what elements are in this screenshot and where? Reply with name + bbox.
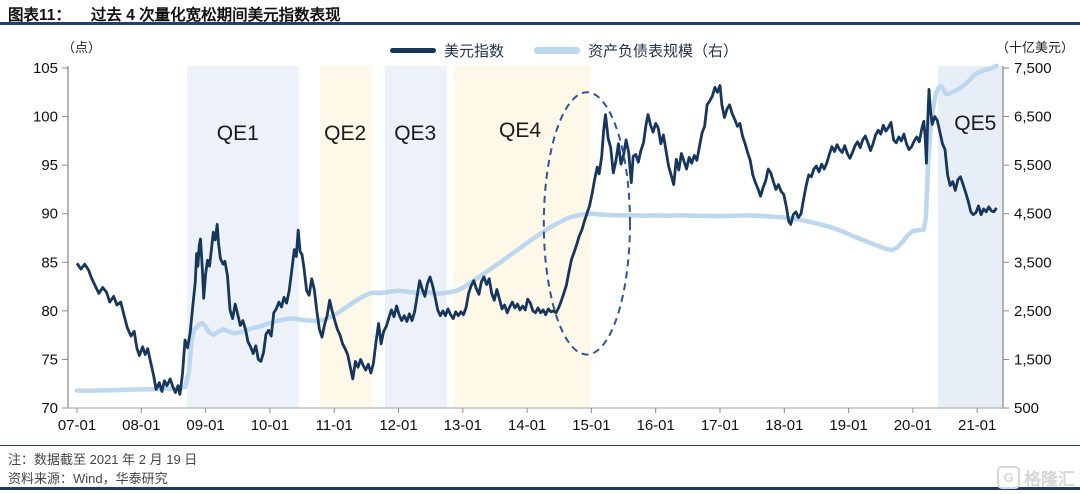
chart-canvas: QE1 QE2 QE3 QE4 QE5 105 100 95 90 85 80 75 70 7,500 6… <box>33 60 1052 434</box>
gelonghui-watermark: G 格隆汇 <box>997 465 1075 490</box>
qe-band-label: QE1 <box>217 122 259 145</box>
right-axis-tick-label: 4,500 <box>1014 206 1052 223</box>
x-axis-tick-label: 14-01 <box>508 417 546 434</box>
gelonghui-watermark-text: 格隆汇 <box>1024 470 1075 489</box>
x-axis-tick-label: 11-01 <box>316 417 353 434</box>
left-axis-tick-label: 105 <box>33 60 58 77</box>
legend-item-usd-index: 美元指数 <box>389 40 504 61</box>
footer-rule-top <box>0 445 1080 446</box>
right-axis-tick-label: 2,500 <box>1014 303 1052 320</box>
x-axis-tick-label: 07-01 <box>58 417 96 434</box>
x-axis-tick-label: 10-01 <box>251 417 289 434</box>
x-axis-tick-label: 12-01 <box>379 417 417 434</box>
footnote: 注：数据截至 2021 年 2 月 19 日 <box>8 452 198 467</box>
left-axis-tick-label: 85 <box>41 254 58 271</box>
x-axis-tick-label: 17-01 <box>701 417 739 434</box>
qe-band-qe1 <box>186 66 299 408</box>
qe-band-label: QE2 <box>324 122 366 145</box>
legend: 美元指数 资产负债表规模（右） <box>389 40 738 61</box>
x-axis-tick-label: 21-01 <box>958 417 996 434</box>
highlight-ellipse <box>542 91 631 356</box>
qe-band-label: QE4 <box>499 119 541 142</box>
left-axis-tick-label: 70 <box>41 400 58 417</box>
series-lines <box>74 63 999 396</box>
usd-index-swatch <box>389 48 436 53</box>
left-axis-tick-label: 95 <box>41 157 58 174</box>
balance-sheet-swatch <box>534 47 580 54</box>
right-axis-tick-label: 500 <box>1014 400 1039 417</box>
right-axis-tick-label: 3,500 <box>1014 254 1052 271</box>
figure-tag: 图表11： <box>8 7 71 24</box>
qe-band-qe4 <box>453 66 591 408</box>
usd-index-line <box>75 84 998 396</box>
legend-label-balance-sheet: 资产负债表规模（右） <box>588 43 739 60</box>
legend-label-usd-index: 美元指数 <box>443 43 504 60</box>
x-axis-tick-label: 19-01 <box>829 417 867 434</box>
right-axis-unit: （十亿美元） <box>995 40 1074 55</box>
legend-item-balance-sheet: 资产负债表规模（右） <box>534 40 738 61</box>
right-axis-tick-label: 6,500 <box>1014 109 1052 126</box>
title-rule <box>0 22 1080 25</box>
left-axis-tick-label: 90 <box>41 206 58 223</box>
qe-band-label: QE3 <box>394 122 436 145</box>
x-axis-tick-label: 15-01 <box>572 417 610 434</box>
qe-band-labels: QE1 QE2 QE3 QE4 QE5 <box>217 112 997 145</box>
x-axis-tick-label: 20-01 <box>894 417 932 434</box>
axes: 105 100 95 90 85 80 75 70 7,500 6,500 5,500 4,500 3,… <box>33 60 1052 434</box>
gelonghui-logo-icon: G <box>997 466 1020 489</box>
qe-band-qe3 <box>384 66 447 408</box>
qe-band-label: QE5 <box>954 112 996 135</box>
figure-header: 图表11： 过去 4 次量化宽松期间美元指数表现 <box>8 3 341 25</box>
x-axis-tick-label: 13-01 <box>444 417 482 434</box>
left-axis-tick-label: 75 <box>41 351 58 368</box>
source-note: 资料来源：Wind，华泰研究 <box>8 471 168 486</box>
right-axis-tick-label: 5,500 <box>1014 157 1052 174</box>
left-axis-unit: （点） <box>62 40 102 55</box>
x-axis-tick-label: 16-01 <box>637 417 675 434</box>
qe-band-qe5 <box>937 66 1003 408</box>
x-axis-tick-label: 08-01 <box>122 417 160 434</box>
right-axis-tick-label: 7,500 <box>1014 60 1052 77</box>
right-axis-tick-label: 1,500 <box>1014 351 1052 368</box>
qe-band-qe2 <box>320 66 373 408</box>
left-axis-tick-label: 80 <box>41 303 58 320</box>
left-axis-tick-label: 100 <box>33 109 58 126</box>
footer-rule-bottom <box>0 487 1080 490</box>
balance-sheet-line <box>74 63 999 394</box>
figure-title: 过去 4 次量化宽松期间美元指数表现 <box>90 7 341 24</box>
x-axis-tick-label: 18-01 <box>765 417 803 434</box>
x-axis-tick-label: 09-01 <box>186 417 224 434</box>
qe-bands <box>186 66 1003 408</box>
annotations <box>542 91 631 356</box>
